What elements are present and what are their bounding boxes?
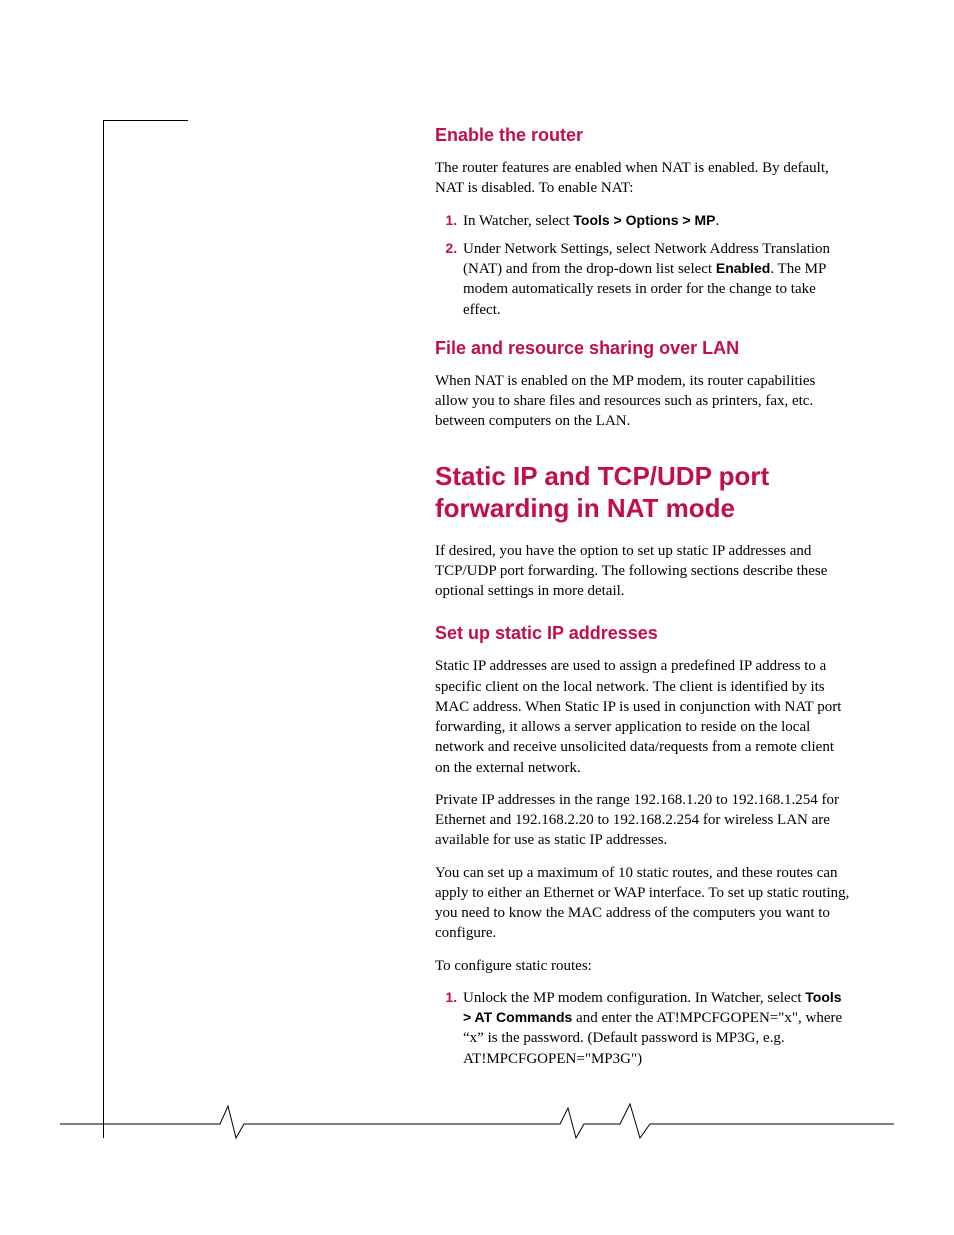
heading-static-ip: Static IP and TCP/UDP port forwarding in… bbox=[435, 460, 850, 525]
step2-bold: Enabled bbox=[716, 260, 770, 276]
para-static-ip-intro: If desired, you have the option to set u… bbox=[435, 541, 850, 602]
step1-text-b: . bbox=[715, 213, 719, 229]
margin-rule-tick bbox=[103, 120, 188, 121]
heading-setup-static-ip: Set up static IP addresses bbox=[435, 623, 850, 644]
para-setup-1: Static IP addresses are used to assign a… bbox=[435, 656, 850, 778]
step-2: Under Network Settings, select Network A… bbox=[461, 239, 850, 320]
ecg-path bbox=[60, 1104, 894, 1138]
para-setup-4: To configure static routes: bbox=[435, 956, 850, 976]
footer-ecg-rule bbox=[60, 1100, 894, 1140]
heading-file-sharing: File and resource sharing over LAN bbox=[435, 338, 850, 359]
step1-bold: Tools > Options > MP bbox=[573, 212, 715, 228]
para-setup-2: Private IP addresses in the range 192.16… bbox=[435, 790, 850, 851]
margin-rule-vertical bbox=[103, 120, 104, 1138]
heading-enable-router: Enable the router bbox=[435, 125, 850, 146]
document-page: Enable the router The router features ar… bbox=[0, 0, 954, 1235]
steps-configure-routes: Unlock the MP modem configuration. In Wa… bbox=[435, 988, 850, 1069]
step1-text-a: In Watcher, select bbox=[463, 213, 573, 229]
routes-step1-a: Unlock the MP modem configuration. In Wa… bbox=[463, 990, 805, 1006]
para-enable-router-intro: The router features are enabled when NAT… bbox=[435, 158, 850, 199]
steps-enable-router: In Watcher, select Tools > Options > MP.… bbox=[435, 211, 850, 320]
para-setup-3: You can set up a maximum of 10 static ro… bbox=[435, 863, 850, 944]
step-1: In Watcher, select Tools > Options > MP. bbox=[461, 211, 850, 231]
content-column: Enable the router The router features ar… bbox=[435, 125, 850, 1081]
para-file-sharing: When NAT is enabled on the MP modem, its… bbox=[435, 371, 850, 432]
step-1-routes: Unlock the MP modem configuration. In Wa… bbox=[461, 988, 850, 1069]
ecg-line-icon bbox=[60, 1100, 894, 1140]
